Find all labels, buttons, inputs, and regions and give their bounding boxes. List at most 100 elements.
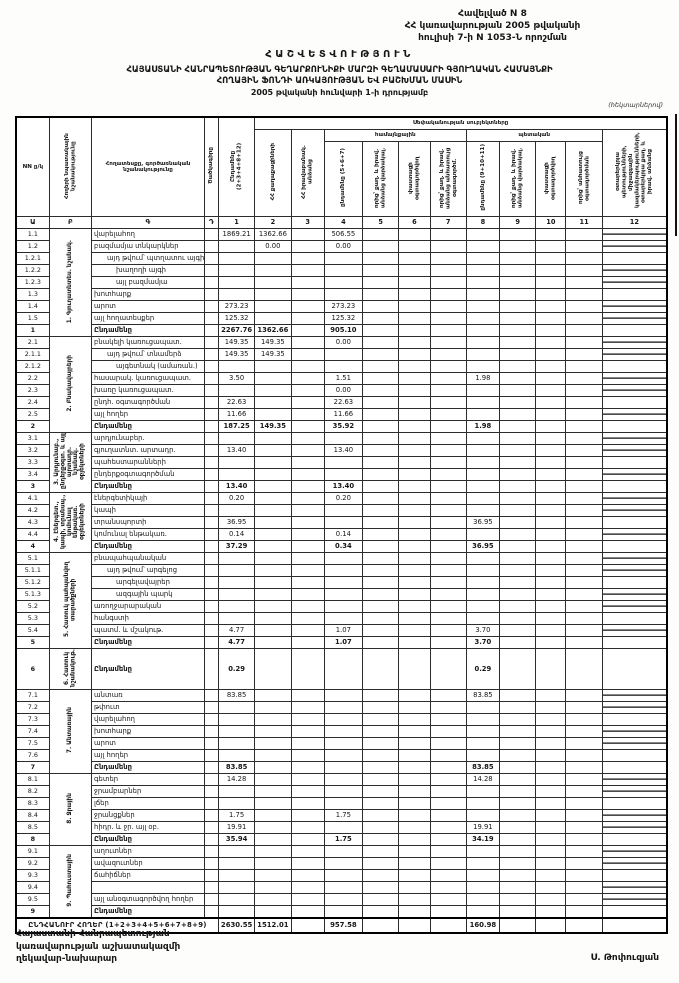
value-cell [601,832,668,846]
value-cell [362,359,400,373]
code-cell [203,515,219,529]
value-cell [323,599,364,613]
value-cell [429,712,467,726]
table-row: 2.5 այլ հողեր 11.66 11.66 [15,407,668,421]
signature-name: Ս. Թոփուզյան [590,953,659,963]
row-label: ջրամբարներ [91,784,205,798]
code-cell [203,431,219,445]
value-cell [398,575,431,589]
value-cell [498,575,537,589]
value-cell [398,383,431,397]
row-number: 5.1.3 [15,587,50,601]
value-cell [398,455,431,469]
value-cell [601,227,668,241]
value-cell: 13.40 [217,443,256,457]
value-cell [429,724,467,738]
value-cell [254,311,292,325]
value-cell [601,263,668,277]
value-cell [398,832,431,846]
value-cell [498,311,537,325]
column-digit: 8 [465,215,501,229]
row-label: լճեր [91,796,205,810]
footer-line-2: կառավարության աշխատակազմի [16,941,181,952]
value-cell [429,311,467,325]
row-number: 6 [15,647,50,690]
value-cell: 83.85 [217,688,256,702]
code-cell [203,904,219,919]
row-number: 9.4 [15,880,50,894]
value-cell [465,724,501,738]
value-cell [565,712,603,726]
value-cell: 273.23 [323,299,364,313]
value-cell [535,880,567,894]
table-row: 3.4 ընդերքօգտագործման [15,467,668,481]
value-cell [535,904,567,919]
value-cell [362,575,400,589]
value-cell [254,383,292,397]
value-cell [362,760,400,774]
code-cell [203,700,219,714]
value-cell [429,736,467,750]
value-cell [565,724,603,738]
value-cell [601,844,668,858]
code-cell [203,647,219,690]
value-cell [254,551,292,565]
value-cell [217,611,256,625]
value-cell [362,299,400,313]
value-cell [362,251,400,265]
row-label: խոտհարք [91,724,205,738]
value-cell [601,335,668,349]
appendix-line-3: հուլիսի 7-ի N 1053-Ն որոշման [418,33,567,44]
value-cell: 1.98 [465,371,501,385]
value-cell [254,736,292,750]
value-cell [323,611,364,625]
table-row: 2.1.1 այդ թվում՝ տնամերձ 149.35 149.35 [15,347,668,361]
value-cell [465,251,501,265]
value-cell: 34.19 [465,832,501,846]
table-header: NN ը/կ Հողերի նպատակային նշանակությունը … [15,116,668,229]
value-cell [290,868,325,882]
value-cell [323,748,364,762]
value-cell [535,832,567,846]
value-cell [498,892,537,906]
value-cell [535,772,567,786]
value-cell [290,347,325,361]
value-cell [323,647,364,690]
value-cell [290,712,325,726]
value-cell [535,467,567,481]
row-number: 2.1 [15,335,50,349]
value-cell [362,688,400,702]
value-cell [429,407,467,421]
value-cell [601,515,668,529]
value-cell [601,467,668,481]
table-row: 2.3 խառը կառուցապատ. 0.00 [15,383,668,397]
value-cell [323,503,364,517]
value-cell [465,575,501,589]
row-number: 5.1.1 [15,563,50,577]
value-cell [429,784,467,798]
row-label: արդյունաբեր. [91,431,205,445]
value-cell: 3.70 [465,635,501,649]
value-cell [323,736,364,750]
value-cell [398,784,431,798]
table-row: 7.6 այլ հողեր [15,748,668,762]
value-cell [465,287,501,301]
value-cell [290,455,325,469]
col-header-foreign: օտարերկրյա պետությունների, միջազգային կա… [601,128,668,217]
value-cell [217,383,256,397]
value-cell [362,275,400,289]
value-cell [565,491,603,505]
grand-total-value [398,916,431,934]
value-cell [217,700,256,714]
table-row: 9.2 ավազուտներ [15,856,668,870]
land-balance-table: NN ը/կ Հողերի նպատակային նշանակությունը … [15,116,668,934]
value-cell [290,760,325,774]
value-cell [601,563,668,577]
table-row: 9.1 9. Պահուստային աղուտներ [15,844,668,919]
table-row: 1.4 արոտ 273.23 273.23 [15,299,668,313]
value-cell [323,455,364,469]
table-row: 1.2 բազմամյա տնկարկներ 0.00 0.00 [15,239,668,253]
row-label: Ընդամենը [91,635,205,649]
value-cell: 0.20 [323,491,364,505]
code-cell [203,299,219,313]
